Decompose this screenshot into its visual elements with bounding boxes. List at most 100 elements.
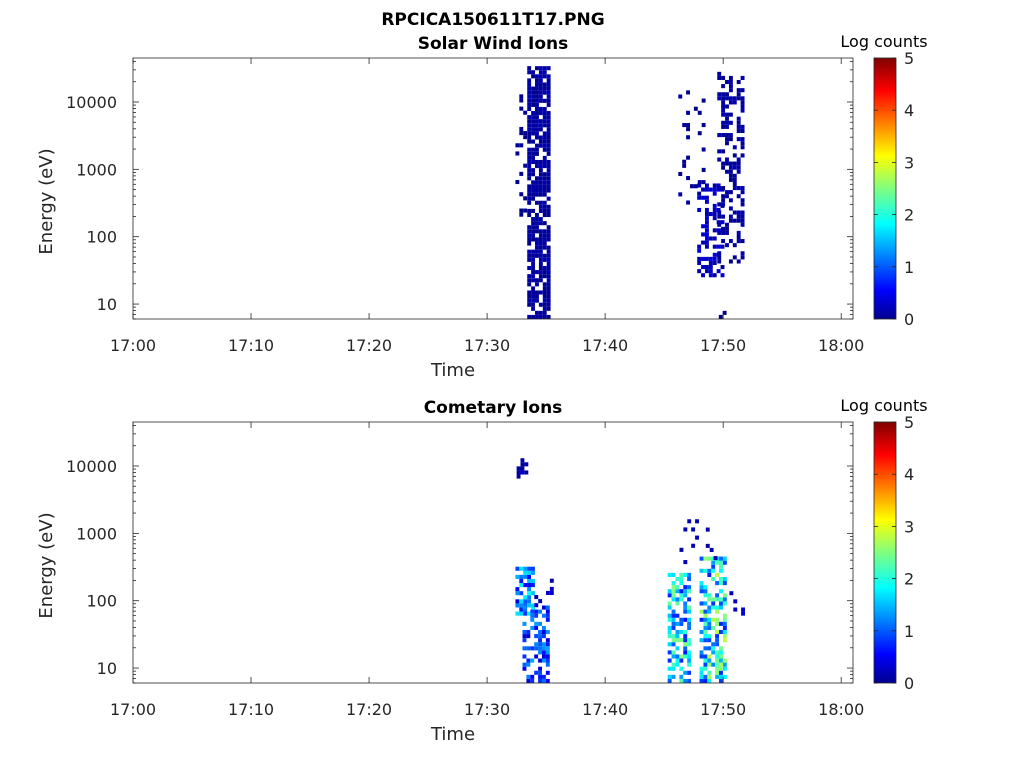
heatmap-cell — [542, 298, 547, 303]
heatmap-cell — [686, 135, 690, 140]
colorbar-tick-label: 0 — [904, 310, 914, 329]
heatmap-cell — [732, 161, 737, 166]
heatmap-cell — [538, 290, 543, 295]
heatmap-cell — [519, 143, 524, 148]
heatmap-cell — [703, 589, 708, 594]
heatmap-cell — [546, 261, 551, 266]
heatmap-cell — [719, 589, 723, 594]
heatmap-cell — [545, 650, 550, 655]
heatmap-cell — [519, 208, 524, 213]
heatmap-cell — [531, 225, 536, 230]
heatmap-cell — [535, 298, 539, 303]
heatmap-cell — [531, 607, 535, 612]
heatmap-cell — [703, 568, 708, 573]
heatmap-cell — [728, 137, 733, 142]
heatmap-cell — [538, 66, 543, 71]
heatmap-cell — [534, 609, 539, 614]
heatmap-cell — [546, 131, 551, 136]
heatmap-cell — [736, 230, 741, 235]
heatmap-cell — [667, 629, 672, 635]
heatmap-cell — [519, 566, 524, 571]
heatmap-cell — [545, 662, 550, 667]
heatmap-cell — [520, 462, 525, 467]
heatmap-cell — [707, 568, 712, 573]
heatmap-cell — [671, 621, 676, 626]
heatmap-cell — [527, 135, 532, 140]
heatmap-cell — [531, 278, 536, 283]
heatmap-cell — [722, 674, 727, 679]
heatmap-cell — [699, 678, 704, 683]
heatmap-cell — [699, 556, 704, 561]
heatmap-cell — [717, 71, 722, 76]
heatmap-cell — [671, 625, 676, 630]
heatmap-cell — [683, 617, 688, 622]
heatmap-cell — [721, 198, 726, 203]
heatmap-cell — [722, 629, 727, 635]
heatmap-cell — [728, 165, 733, 170]
heatmap-cell — [538, 638, 542, 643]
heatmap-cell — [679, 658, 684, 663]
heatmap-cell — [538, 217, 543, 222]
heatmap-cell — [721, 104, 726, 109]
heatmap-cell — [535, 184, 539, 189]
heatmap-cell — [707, 605, 712, 610]
heatmap-cell — [687, 650, 692, 655]
heatmap-cell — [535, 192, 539, 197]
heatmap-cell — [671, 654, 676, 659]
heatmap-cell — [679, 621, 684, 626]
heatmap-cell — [701, 256, 705, 261]
panel-title: Cometary Ions — [424, 398, 563, 418]
heatmap-cell — [538, 78, 543, 83]
heatmap-cell — [531, 603, 535, 608]
heatmap-cell — [728, 218, 733, 223]
heatmap-cell — [679, 674, 684, 679]
heatmap-cell — [711, 597, 716, 602]
heatmap-cell — [527, 176, 532, 181]
heatmap-cell — [722, 621, 727, 626]
heatmap-cell — [728, 198, 733, 203]
heatmap-cell — [523, 611, 528, 616]
heatmap-cell — [728, 214, 733, 219]
heatmap-cell — [535, 245, 539, 250]
heatmap-cell — [542, 147, 547, 152]
heatmap-cell — [717, 222, 722, 227]
heatmap-cell — [531, 566, 535, 571]
heatmap-cell — [697, 183, 702, 188]
heatmap-cell — [531, 86, 536, 91]
heatmap-cell — [707, 658, 712, 663]
heatmap-cell — [717, 251, 722, 256]
heatmap-cell — [515, 587, 520, 592]
heatmap-cell — [707, 678, 712, 683]
heatmap-cell — [542, 155, 547, 160]
heatmap-cell — [542, 188, 547, 193]
heatmap-cell — [736, 194, 741, 199]
heatmap-cell — [527, 595, 532, 600]
heatmap-cell — [715, 642, 720, 647]
heatmap-cell — [715, 654, 720, 659]
heatmap-cell — [683, 609, 688, 614]
heatmap-cell — [542, 241, 547, 246]
heatmap-cell — [523, 570, 528, 575]
heatmap-cell — [523, 603, 528, 608]
heatmap-cell — [736, 92, 741, 97]
heatmap-cell — [546, 98, 551, 103]
heatmap-cell — [722, 310, 727, 315]
heatmap-cell — [531, 184, 536, 189]
heatmap-cell — [719, 650, 723, 655]
colorbar-tick-label: 2 — [904, 570, 914, 589]
heatmap-cell — [701, 167, 706, 172]
heatmap-cell — [701, 265, 705, 270]
heatmap-cell — [546, 314, 551, 319]
heatmap-cell — [542, 192, 547, 197]
heatmap-cell — [699, 666, 704, 671]
heatmap-cell — [535, 86, 539, 91]
heatmap-cell — [675, 654, 680, 659]
heatmap-cell — [717, 75, 722, 80]
heatmap-cell — [538, 670, 542, 675]
heatmap-cell — [546, 278, 551, 283]
heatmap-cell — [719, 564, 723, 569]
heatmap-cell — [683, 678, 688, 683]
heatmap-cell — [687, 585, 692, 590]
heatmap-cell — [699, 581, 704, 586]
heatmap-cell — [721, 92, 726, 97]
